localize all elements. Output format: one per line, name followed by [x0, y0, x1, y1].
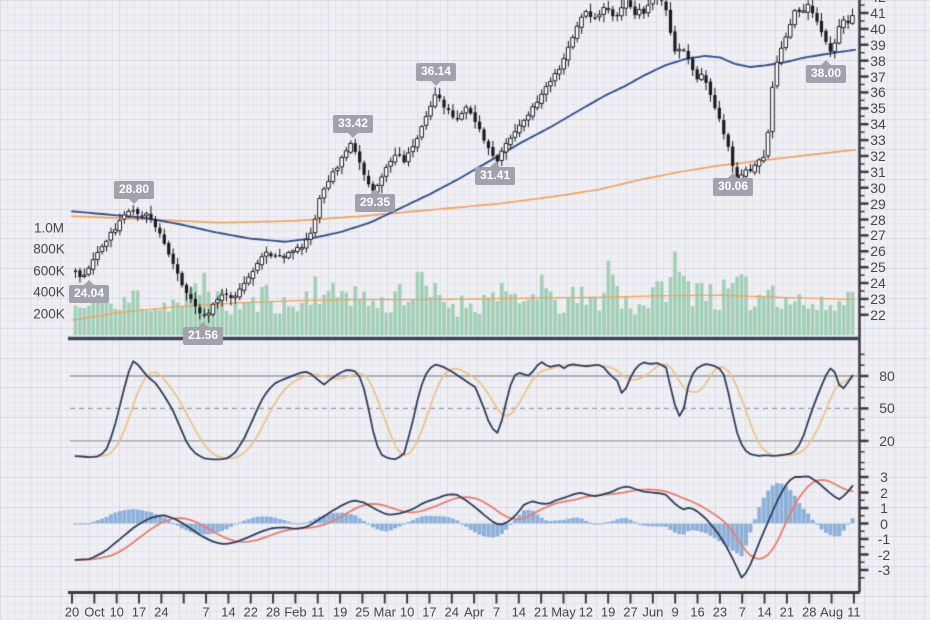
chart-canvas: [0, 0, 930, 620]
stock-chart-screenshot: 4241403938373635343332313029282726252423…: [0, 0, 930, 620]
